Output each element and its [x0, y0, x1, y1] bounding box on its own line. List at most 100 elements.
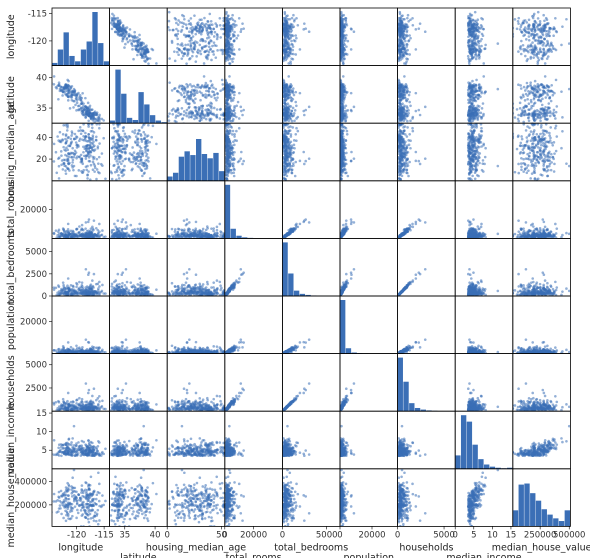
scatter-point — [110, 19, 114, 23]
scatter-point — [536, 62, 540, 65]
scatter-point — [121, 37, 125, 41]
scatter-point — [533, 19, 537, 23]
scatter-point — [402, 43, 406, 47]
scatter-point — [475, 55, 479, 58]
scatter-point — [145, 44, 148, 47]
scatter-point — [132, 57, 135, 61]
scatter-point — [228, 75, 231, 78]
scatter-point — [198, 27, 202, 31]
scatter-point — [476, 18, 480, 22]
scatter-point — [288, 43, 291, 47]
scatter-point — [472, 84, 476, 88]
scatter-point — [110, 171, 114, 175]
scatter-point — [91, 108, 94, 111]
scatter-point — [349, 108, 353, 112]
scatter-point — [66, 158, 70, 161]
scatter-point — [211, 83, 214, 87]
scatter-point — [231, 133, 234, 136]
scatter-point — [479, 27, 483, 30]
scatter-point — [123, 35, 127, 38]
scatter-point — [540, 83, 543, 86]
scatter-point — [70, 140, 73, 144]
scatter-point — [544, 25, 547, 29]
scatter-point — [203, 113, 206, 117]
scatter-point — [111, 23, 114, 26]
scatter-point — [221, 52, 225, 56]
scatter-point — [207, 103, 211, 107]
scatter-point — [344, 20, 348, 23]
scatter-point — [121, 147, 125, 151]
scatter-point — [468, 119, 472, 122]
scatter-point — [343, 57, 346, 60]
scatter-point — [225, 101, 229, 105]
scatter-point — [471, 116, 475, 120]
scatter-point — [95, 123, 99, 126]
scatter-point — [476, 115, 479, 119]
scatter-point — [345, 33, 348, 37]
scatter-point — [200, 18, 203, 22]
scatter-point — [341, 75, 345, 78]
scatter-point — [352, 105, 356, 109]
scatter-point — [188, 83, 192, 86]
scatter-point — [86, 173, 89, 176]
scatter-point — [293, 119, 296, 123]
scatter-point — [200, 21, 204, 25]
scatter-point — [340, 84, 343, 88]
scatter-point — [398, 12, 402, 16]
scatter-point — [230, 89, 233, 93]
scatter-point — [207, 53, 210, 57]
scatter-point — [73, 99, 76, 103]
scatter-point — [236, 34, 240, 37]
scatter-point — [75, 101, 79, 105]
scatter-point — [82, 104, 85, 108]
cell-longitude-vs-latitude — [109, 7, 168, 66]
scatter-point — [214, 87, 218, 91]
scatter-point — [238, 159, 241, 163]
scatter-point — [531, 15, 534, 18]
scatter-point — [226, 48, 229, 51]
scatter-point — [519, 25, 523, 29]
scatter-point — [208, 12, 212, 16]
scatter-point — [57, 177, 61, 180]
scatter-point — [289, 112, 293, 116]
scatter-point — [340, 87, 343, 91]
scatter-point — [123, 26, 127, 30]
scatter-point — [81, 109, 84, 113]
scatter-point — [543, 23, 547, 27]
scatter-point — [64, 87, 68, 91]
scatter-point — [554, 48, 558, 52]
scatter-point — [182, 85, 186, 89]
scatter-point — [207, 93, 211, 97]
scatter-point — [343, 48, 347, 52]
scatter-point — [210, 105, 213, 108]
scatter-point — [75, 98, 79, 102]
scatter-point — [212, 90, 216, 94]
scatter-point — [86, 107, 89, 111]
scatter-point — [144, 142, 148, 145]
scatter-point — [181, 44, 184, 47]
scatter-point — [176, 108, 179, 112]
scatter-point — [340, 78, 342, 82]
scatter-point — [200, 84, 204, 87]
scatter-point — [112, 123, 115, 126]
scatter-point — [235, 36, 238, 40]
scatter-point — [341, 93, 345, 97]
scatter-point — [289, 24, 293, 27]
scatter-point — [398, 42, 402, 45]
scatter-point — [143, 164, 146, 168]
scatter-point — [225, 81, 228, 84]
scatter-point — [75, 93, 79, 97]
scatter-point — [84, 157, 88, 160]
scatter-point — [477, 83, 481, 87]
scatter-point — [535, 95, 538, 99]
scatter-point — [286, 44, 289, 47]
scatter-point — [120, 171, 124, 175]
scatter-point — [291, 52, 295, 56]
scatter-point — [197, 108, 201, 111]
scatter-point — [70, 155, 73, 159]
scatter-point — [537, 98, 540, 102]
scatter-point — [521, 93, 525, 97]
scatter-point — [52, 142, 56, 146]
scatter-point — [173, 109, 177, 113]
cell-longitude-vs-total_bedrooms — [281, 7, 341, 66]
